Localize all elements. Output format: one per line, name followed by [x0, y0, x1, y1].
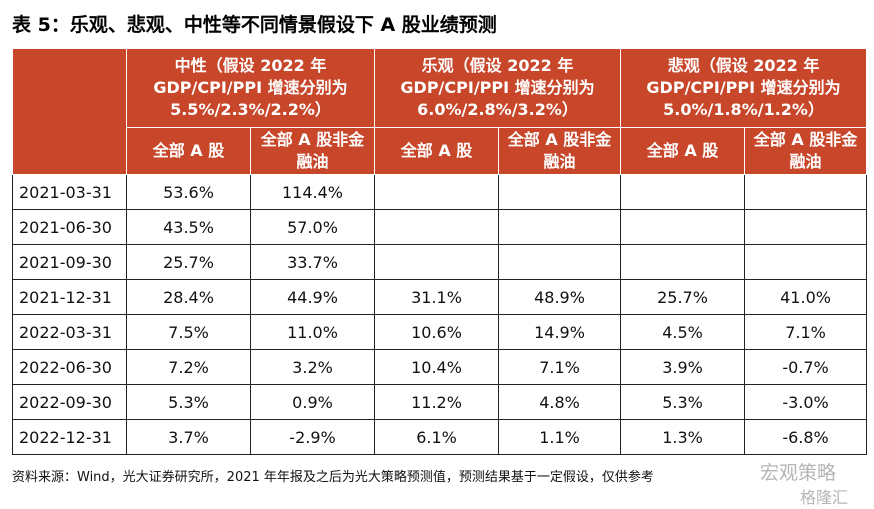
- table-body: 2021-03-31 53.6% 114.4% 2021-06-30 43.5% 57.0…: [12, 174, 868, 455]
- header-line: 6.0%/2.8%/3.2%）: [417, 100, 578, 119]
- date-cell: 2021-03-31: [12, 174, 127, 210]
- table-row: 2021-09-30 25.7% 33.7%: [12, 244, 868, 280]
- value-cell: 28.4%: [126, 279, 251, 315]
- sub-header: 全部 A 股非金融油: [498, 127, 622, 175]
- header-line: 5.0%/1.8%/1.2%）: [663, 100, 824, 119]
- value-cell: -6.8%: [744, 419, 868, 455]
- value-cell: 1.3%: [620, 419, 746, 455]
- value-cell: 7.1%: [498, 349, 622, 385]
- group-header: 中性（假设 2022 年 GDP/CPI/PPI 增速分别为 5.5%/2.3%/2…: [125, 48, 376, 128]
- date-cell: 2021-09-30: [12, 244, 127, 280]
- value-cell: 48.9%: [498, 279, 622, 315]
- value-cell: 1.1%: [498, 419, 622, 455]
- value-cell: 7.2%: [126, 349, 251, 385]
- watermark: 格隆汇: [800, 488, 849, 507]
- value-cell: 25.7%: [620, 279, 746, 315]
- value-cell: 57.0%: [249, 209, 376, 245]
- header-line: 乐观（假设 2022 年: [421, 56, 574, 75]
- value-cell: 25.7%: [126, 244, 251, 280]
- value-cell: 3.2%: [249, 349, 376, 385]
- table-row: 2022-12-31 3.7% -2.9% 6.1% 1.1% 1.3% -6.8%: [12, 419, 868, 455]
- group-header: 乐观（假设 2022 年 GDP/CPI/PPI 增速分别为 6.0%/2.8%/3…: [374, 48, 622, 128]
- sub-header: 全部 A 股: [374, 127, 500, 175]
- value-cell: 43.5%: [126, 209, 251, 245]
- header-line: 中性（假设 2022 年: [174, 56, 327, 75]
- sub-header: 全部 A 股: [126, 127, 251, 175]
- empty-cell: [744, 244, 868, 280]
- empty-cell: [374, 209, 500, 245]
- empty-cell: [498, 174, 622, 210]
- table-row: 2022-03-31 7.5% 11.0% 10.6% 14.9% 4.5% 7.1%: [12, 314, 868, 350]
- header-line: 5.5%/2.3%/2.2%）: [170, 100, 331, 119]
- date-cell: 2021-12-31: [12, 279, 127, 315]
- value-cell: 33.7%: [249, 244, 376, 280]
- date-cell: 2021-06-30: [12, 209, 127, 245]
- empty-cell: [620, 244, 746, 280]
- sub-header: 全部 A 股: [620, 127, 746, 175]
- value-cell: 5.3%: [126, 384, 251, 420]
- value-cell: 14.9%: [498, 314, 622, 350]
- value-cell: 6.1%: [374, 419, 500, 455]
- table-row: 2022-09-30 5.3% 0.9% 11.2% 4.8% 5.3% -3.0%: [12, 384, 868, 420]
- empty-cell: [620, 174, 746, 210]
- header-row: 全部 A 股全部 A 股非金融油 全部 A 股全部 A 股非金融油 全部 A 股全部…: [13, 127, 868, 175]
- watermark: 宏观策略: [760, 462, 837, 484]
- value-cell: -2.9%: [249, 419, 376, 455]
- table-row: 2021-03-31 53.6% 114.4%: [12, 174, 868, 210]
- value-cell: 31.1%: [374, 279, 500, 315]
- value-cell: 44.9%: [249, 279, 376, 315]
- empty-cell: [620, 209, 746, 245]
- value-cell: 7.1%: [744, 314, 868, 350]
- header-line: GDP/CPI/PPI 增速分别为: [153, 78, 348, 97]
- value-cell: 0.9%: [249, 384, 376, 420]
- value-cell: 11.2%: [374, 384, 500, 420]
- table: 中性（假设 2022 年 GDP/CPI/PPI 增速分别为 5.5%/2.3%/2…: [12, 48, 868, 455]
- header-line: GDP/CPI/PPI 增速分别为: [646, 78, 841, 97]
- value-cell: 3.9%: [620, 349, 746, 385]
- value-cell: 5.3%: [620, 384, 746, 420]
- date-cell: 2022-09-30: [12, 384, 127, 420]
- value-cell: 11.0%: [249, 314, 376, 350]
- header-row: 中性（假设 2022 年 GDP/CPI/PPI 增速分别为 5.5%/2.3%/2…: [12, 48, 868, 175]
- value-cell: 10.4%: [374, 349, 500, 385]
- empty-cell: [374, 244, 500, 280]
- group-header: 悲观（假设 2022 年 GDP/CPI/PPI 增速分别为 5.0%/1.8%/1…: [620, 48, 868, 128]
- empty-cell: [374, 174, 500, 210]
- table-row: 2021-06-30 43.5% 57.0%: [12, 209, 868, 245]
- source-note: 资料来源：Wind，光大证券研究所，2021 年年报及之后为光大策略预测值，预测…: [12, 470, 654, 485]
- header-line: GDP/CPI/PPI 增速分别为: [400, 78, 595, 97]
- value-cell: 41.0%: [744, 279, 868, 315]
- empty-cell: [498, 244, 622, 280]
- value-cell: -0.7%: [744, 349, 868, 385]
- title: 表 5：乐观、悲观、中性等不同情景假设下 A 股业绩预测: [12, 14, 497, 36]
- value-cell: 4.8%: [498, 384, 622, 420]
- value-cell: 4.5%: [620, 314, 746, 350]
- empty-cell: [498, 209, 622, 245]
- empty-cell: [744, 209, 868, 245]
- header-line: 悲观（假设 2022 年: [667, 56, 820, 75]
- value-cell: 10.6%: [374, 314, 500, 350]
- table-row: 2022-06-30 7.2% 3.2% 10.4% 7.1% 3.9% -0.7%: [12, 349, 868, 385]
- empty-cell: [744, 174, 868, 210]
- value-cell: 114.4%: [249, 174, 376, 210]
- sub-header: 全部 A 股非金融油: [744, 127, 868, 175]
- value-cell: -3.0%: [744, 384, 868, 420]
- header-cell: [12, 48, 127, 175]
- table-row: 2021-12-31 28.4% 44.9% 31.1% 48.9% 25.7% 41.0%: [12, 279, 868, 315]
- date-cell: 2022-03-31: [12, 314, 127, 350]
- value-cell: 3.7%: [126, 419, 251, 455]
- value-cell: 7.5%: [126, 314, 251, 350]
- date-cell: 2022-06-30: [12, 349, 127, 385]
- value-cell: 53.6%: [126, 174, 251, 210]
- sub-header: 全部 A 股非金融油: [249, 127, 376, 175]
- date-cell: 2022-12-31: [12, 419, 127, 455]
